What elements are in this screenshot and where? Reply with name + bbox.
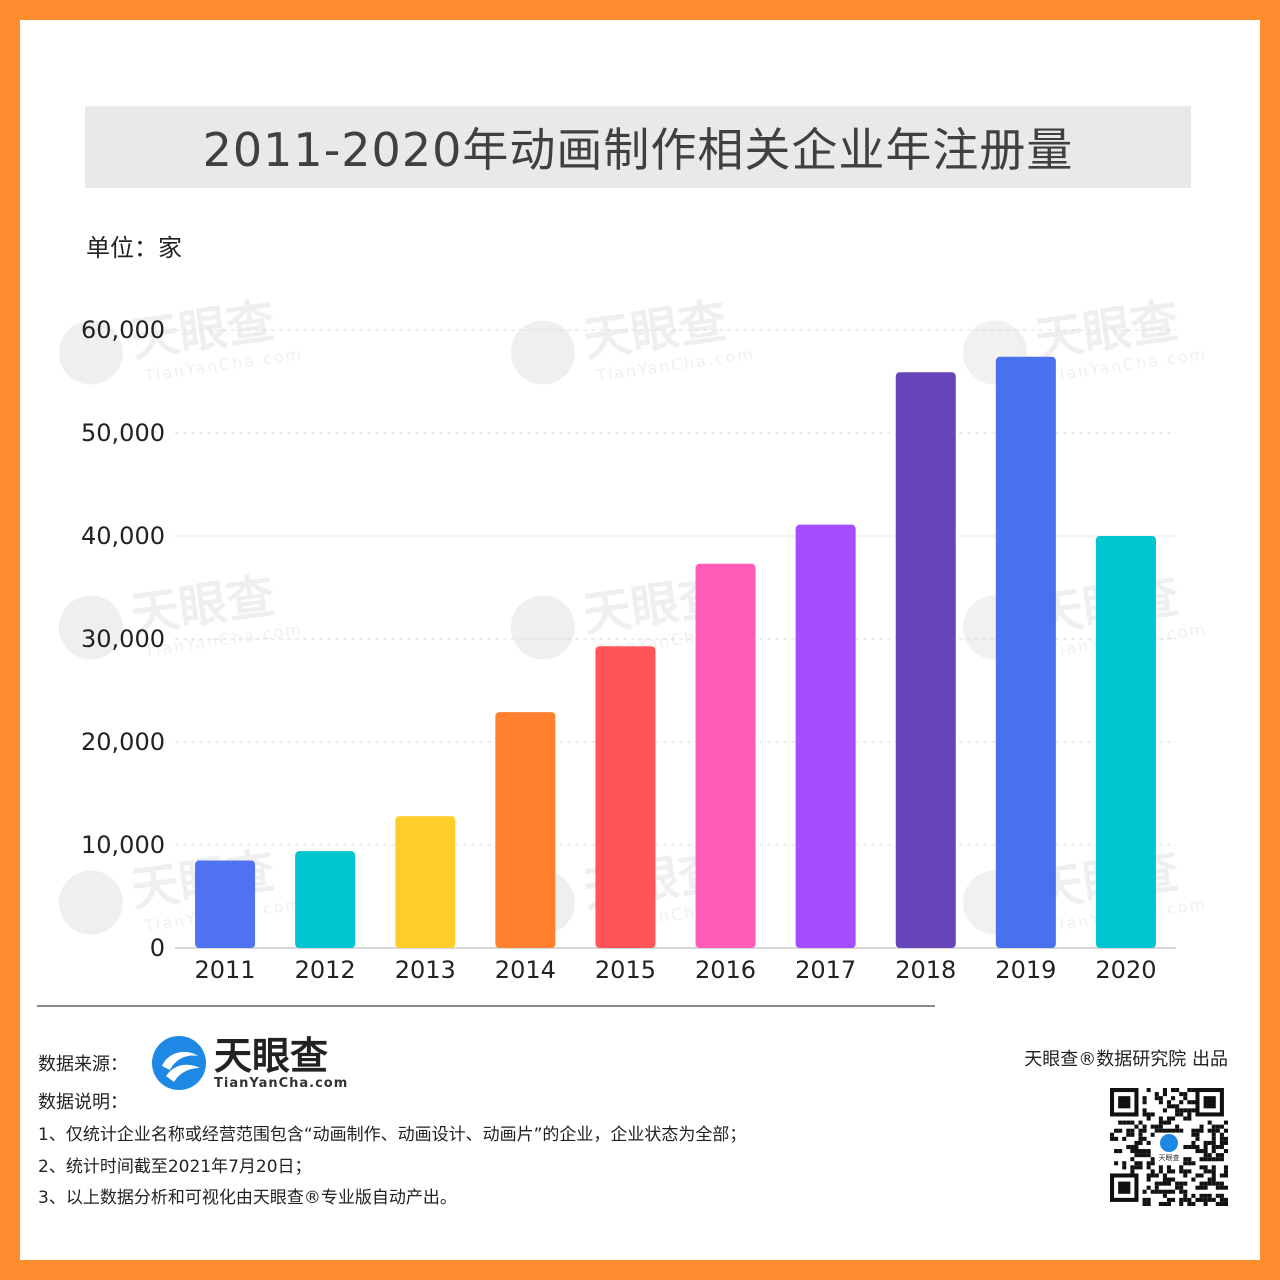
bar-2011 <box>195 860 256 948</box>
y-tick-label: 0 <box>150 934 165 962</box>
bar-2014 <box>495 712 556 948</box>
qr-code-icon: 天眼查 <box>1110 1088 1228 1206</box>
title-banner: 2011-2020年动画制作相关企业年注册量 <box>85 106 1191 188</box>
bar-2015 <box>595 646 656 948</box>
x-tick-label: 2015 <box>595 956 656 984</box>
x-tick-label: 2013 <box>395 956 456 984</box>
bar-2019 <box>995 356 1056 948</box>
x-tick-label: 2014 <box>495 956 556 984</box>
bar-2020 <box>1095 536 1156 948</box>
notes-label: 数据说明： <box>38 1092 128 1113</box>
x-tick-label: 2017 <box>795 956 856 984</box>
note-3: 3、以上数据分析和可视化由天眼查®专业版自动产出。 <box>38 1188 457 1208</box>
source-label: 数据来源： <box>38 1054 128 1075</box>
bar-2018 <box>895 372 956 949</box>
unit-label: 单位：家 <box>86 234 182 262</box>
x-tick-label: 2016 <box>695 956 756 984</box>
y-tick-label: 40,000 <box>81 522 165 550</box>
x-tick-label: 2020 <box>1095 956 1156 984</box>
tianyancha-logo-icon <box>152 1036 206 1090</box>
x-tick-label: 2012 <box>295 956 356 984</box>
note-2: 2、统计时间截至2021年7月20日； <box>38 1157 312 1177</box>
y-tick-label: 20,000 <box>81 728 165 756</box>
brand-logo-block: 天眼查 TianYanCha.com <box>150 1034 348 1092</box>
bar-2012 <box>295 851 356 948</box>
bar-2016 <box>695 563 756 948</box>
x-tick-label: 2018 <box>895 956 956 984</box>
publisher-credit: 天眼查®数据研究院 出品 <box>1024 1049 1228 1070</box>
y-tick-label: 10,000 <box>81 831 165 859</box>
y-tick-label: 50,000 <box>81 419 165 447</box>
y-tick-label: 60,000 <box>81 316 165 344</box>
brand-subtitle: TianYanCha.com <box>214 1075 349 1091</box>
svg-text:天眼查: 天眼查 <box>1159 1153 1180 1162</box>
brand-name: 天眼查 <box>214 1033 329 1078</box>
note-1: 1、仅统计企业名称或经营范围包含“动画制作、动画设计、动画片”的企业，企业状态为… <box>38 1125 747 1145</box>
bar-2017 <box>795 524 856 948</box>
bar-2013 <box>395 816 456 948</box>
footer-divider <box>37 1005 935 1007</box>
y-tick-label: 30,000 <box>81 625 165 653</box>
x-tick-label: 2019 <box>995 956 1056 984</box>
chart-title: 2011-2020年动画制作相关企业年注册量 <box>202 123 1074 177</box>
x-tick-label: 2011 <box>195 956 256 984</box>
